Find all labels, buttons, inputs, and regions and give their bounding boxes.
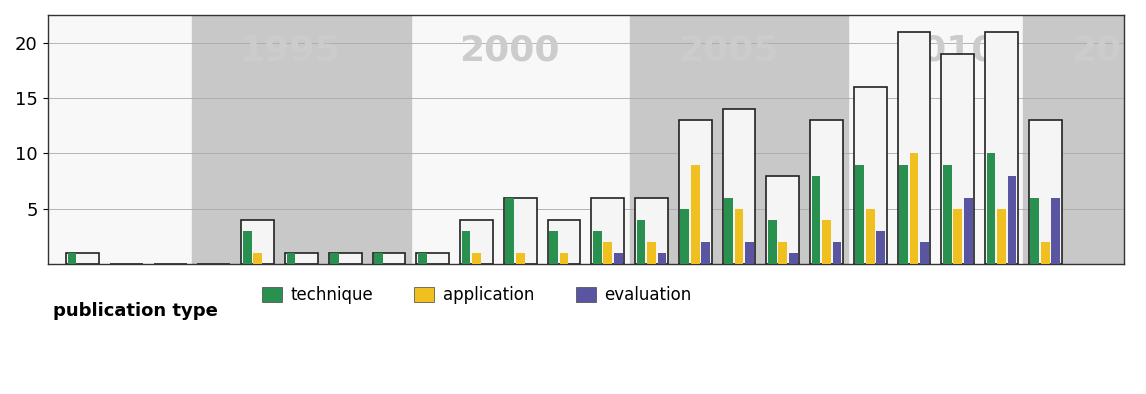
Bar [460,220,493,264]
Bar [329,253,362,264]
Text: 2000: 2000 [458,34,559,68]
Bar [745,242,754,264]
Bar [854,87,887,264]
Bar [516,253,525,264]
Bar [910,154,918,264]
Bar [723,109,755,264]
Bar [548,220,580,264]
Bar [778,242,787,264]
Bar [253,253,262,264]
Bar [943,165,951,264]
Bar [678,120,712,264]
Bar [629,15,848,264]
Bar [735,209,744,264]
Bar [997,209,1006,264]
Bar [418,253,426,264]
Bar [592,231,602,264]
Bar [647,242,656,264]
Bar [658,253,666,264]
Bar [788,253,798,264]
Bar [767,176,799,264]
Legend: technique, application, evaluation: technique, application, evaluation [256,279,698,311]
Bar [701,242,711,264]
Text: 2010: 2010 [896,34,997,68]
Bar [855,165,864,264]
Bar [591,198,625,264]
Text: 20: 20 [1072,34,1122,68]
Bar [285,253,317,264]
Text: 2005: 2005 [677,34,778,68]
Bar [681,209,689,264]
Bar [372,253,406,264]
Bar [724,198,732,264]
Bar [635,198,668,264]
Bar [1030,198,1039,264]
Bar [603,242,612,264]
Bar [877,231,885,264]
Bar [330,253,339,264]
Bar [504,198,536,264]
Bar [374,253,383,264]
Bar [243,231,251,264]
Text: 1995: 1995 [241,34,340,68]
Bar [953,209,963,264]
Bar [66,253,99,264]
Bar [472,253,481,264]
Bar [241,220,274,264]
Bar [636,220,645,264]
Bar [1023,15,1133,264]
Bar [833,242,841,264]
Bar [505,198,515,264]
Bar [900,165,908,264]
Bar [1029,120,1061,264]
Bar [822,220,831,264]
Bar [286,253,296,264]
Bar [1041,242,1050,264]
Bar [811,176,821,264]
Bar [1007,176,1017,264]
Bar [897,32,931,264]
Text: publication type: publication type [53,302,218,320]
Bar [691,165,699,264]
Bar [549,231,558,264]
Bar [462,231,470,264]
Bar [559,253,568,264]
Bar [920,242,929,264]
Bar [614,253,622,264]
Bar [810,120,843,264]
Bar [941,54,974,264]
Bar [986,32,1018,264]
Bar [193,15,410,264]
Bar [1051,198,1060,264]
Bar [964,198,973,264]
Bar [68,253,77,264]
Bar [416,253,449,264]
Bar [987,154,996,264]
Bar [768,220,777,264]
Bar [866,209,874,264]
